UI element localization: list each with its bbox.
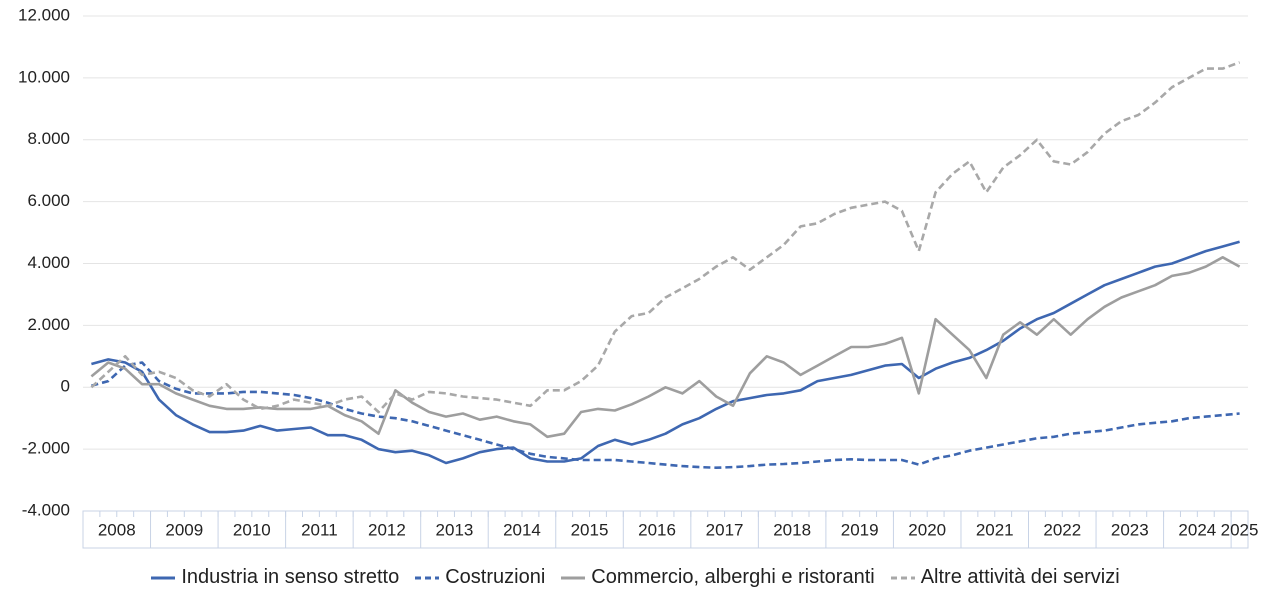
chart: -4.000 -2.000 0 2.000 4.000 6.000 8.000 10.000 1… — [18, 5, 1259, 549]
y-tick-label: 4.000 — [27, 253, 70, 272]
legend-swatch — [890, 576, 915, 579]
x-tick-label: 2021 — [976, 520, 1014, 539]
y-tick-label: 12.000 — [18, 5, 70, 24]
x-tick-label: 2008 — [98, 520, 136, 539]
legend-swatch — [415, 576, 440, 579]
x-tick-label: 2018 — [773, 520, 811, 539]
x-tick-label: 2016 — [638, 520, 676, 539]
legend-label: Commercio, alberghi e ristoranti — [591, 566, 875, 588]
legend-item: Costruzioni — [413, 566, 545, 589]
line-series — [91, 240, 1240, 465]
legend-label: Altre attività dei servizi — [920, 566, 1120, 588]
legend-item: Industria in senso stretto — [149, 566, 399, 589]
y-tick-label: 2.000 — [27, 315, 70, 334]
x-tick-label: 2017 — [706, 520, 744, 539]
legend-item: Altre attività dei servizi — [889, 566, 1120, 589]
x-tick-label: 2020 — [908, 520, 946, 539]
y-tick-label: 0 — [61, 377, 70, 396]
y-tick-label: 8.000 — [27, 129, 70, 148]
legend-label: Costruzioni — [445, 566, 546, 588]
x-tick-label: 2011 — [301, 520, 338, 539]
x-tick-label: 2012 — [368, 520, 406, 539]
y-tick-label: 6.000 — [27, 191, 70, 210]
line-series — [90, 61, 1241, 414]
x-tick-label: 2010 — [233, 520, 271, 539]
line-series — [90, 256, 1241, 439]
legend-item: Commercio, alberghi e ristoranti — [559, 566, 875, 589]
x-tick-label: 2015 — [571, 520, 609, 539]
x-tick-label: 2019 — [841, 520, 879, 539]
x-tick-label: 2022 — [1043, 520, 1081, 539]
x-tick-label: 2023 — [1111, 520, 1149, 539]
y-tick-label: -2.000 — [22, 439, 70, 458]
legend-label: Industria in senso stretto — [181, 566, 400, 588]
legend: Industria in senso stretto Costruzioni Com… — [0, 566, 1269, 589]
x-tick-label: 2014 — [503, 520, 541, 539]
y-tick-label: -4.000 — [22, 500, 70, 519]
line-series — [91, 361, 1240, 469]
x-tick-label: 2024 — [1178, 520, 1216, 539]
y-tick-label: 10.000 — [18, 67, 70, 86]
x-tick-label: 2013 — [436, 520, 474, 539]
x-tick-label: 2009 — [165, 520, 203, 539]
x-tick-label: 2025 — [1221, 520, 1259, 539]
legend-swatch — [151, 576, 176, 579]
legend-swatch — [561, 576, 586, 579]
